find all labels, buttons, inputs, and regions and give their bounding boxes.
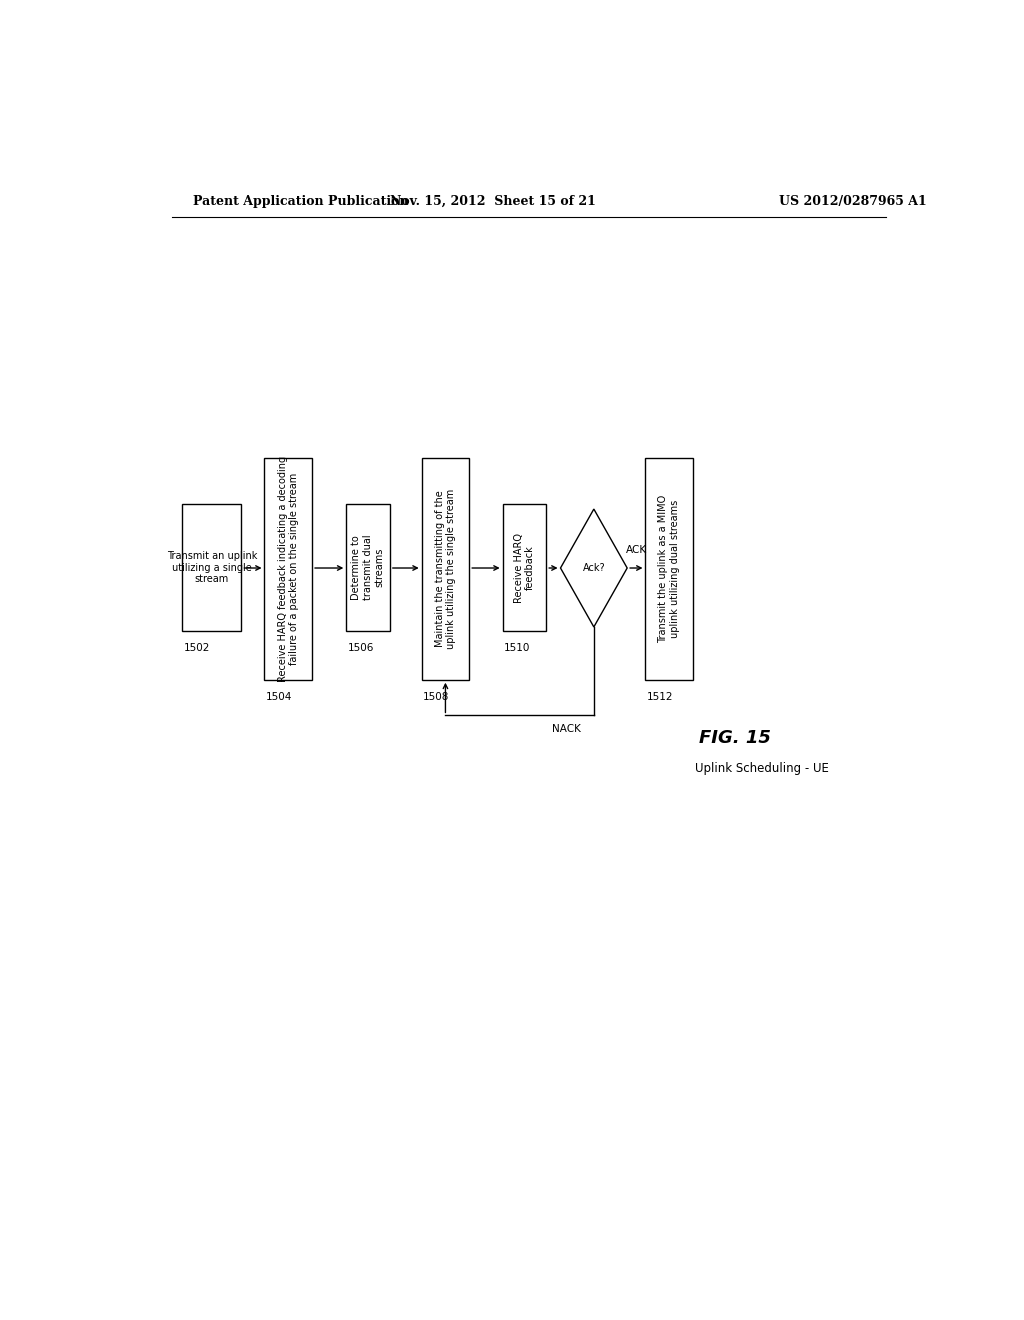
Polygon shape — [560, 510, 627, 627]
Text: Transmit the uplink as a MIMO
uplink utilizing dual streams: Transmit the uplink as a MIMO uplink uti… — [658, 495, 680, 643]
Text: 1510: 1510 — [504, 643, 530, 653]
Text: 1508: 1508 — [423, 692, 450, 702]
Text: ACK: ACK — [626, 545, 647, 554]
Text: Nov. 15, 2012  Sheet 15 of 21: Nov. 15, 2012 Sheet 15 of 21 — [390, 194, 596, 207]
Text: Patent Application Publication: Patent Application Publication — [194, 194, 409, 207]
Text: Uplink Scheduling - UE: Uplink Scheduling - UE — [695, 762, 829, 775]
Text: NACK: NACK — [552, 723, 582, 734]
Text: US 2012/0287965 A1: US 2012/0287965 A1 — [778, 194, 927, 207]
Text: 1502: 1502 — [183, 643, 210, 653]
Bar — [645, 458, 693, 680]
Text: Determine to
transmit dual
streams: Determine to transmit dual streams — [351, 535, 385, 601]
Text: 1504: 1504 — [266, 692, 293, 702]
Text: Maintain the transmitting of the
uplink utilizing the single stream: Maintain the transmitting of the uplink … — [434, 488, 457, 649]
Bar — [264, 458, 312, 680]
Bar — [182, 504, 242, 631]
Text: Receive HARQ
feedback: Receive HARQ feedback — [514, 532, 536, 602]
Bar — [503, 504, 546, 631]
Text: Receive HARQ feedback indicating a decoding
failure of a packet on the single st: Receive HARQ feedback indicating a decod… — [278, 455, 299, 682]
Text: 1506: 1506 — [348, 643, 374, 653]
Text: Ack?: Ack? — [583, 564, 605, 573]
Text: Transmit an uplink
utilizing a single
stream: Transmit an uplink utilizing a single st… — [167, 550, 257, 585]
Text: 1512: 1512 — [647, 692, 674, 702]
Bar — [422, 458, 469, 680]
Bar — [346, 504, 390, 631]
Text: FIG. 15: FIG. 15 — [699, 729, 771, 747]
